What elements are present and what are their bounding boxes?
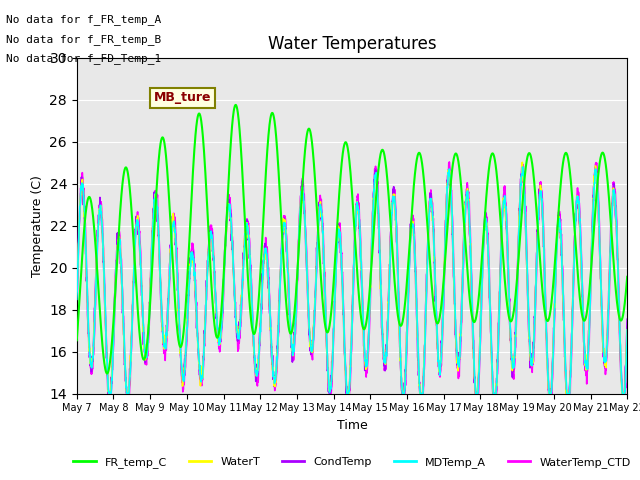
CondTemp: [341, 353, 349, 359]
WaterTemp_CTD: [507, 340, 515, 346]
WaterT: [507, 336, 515, 342]
FR_temp_C: [608, 234, 616, 240]
X-axis label: Time: Time: [337, 419, 367, 432]
Text: No data for f_FR_temp_B: No data for f_FR_temp_B: [6, 34, 162, 45]
MDTemp_A: [341, 349, 349, 355]
Line: FR_temp_C: FR_temp_C: [77, 105, 627, 373]
WaterT: [608, 209, 616, 215]
WaterT: [607, 219, 615, 225]
FR_temp_C: [101, 364, 109, 370]
WaterT: [105, 391, 113, 396]
Line: MDTemp_A: MDTemp_A: [77, 167, 627, 394]
CondTemp: [623, 316, 631, 322]
MDTemp_A: [608, 216, 616, 221]
FR_temp_C: [103, 371, 111, 376]
WaterTemp_CTD: [326, 391, 334, 396]
WaterTemp_CTD: [445, 159, 453, 165]
WaterTemp_CTD: [608, 214, 616, 219]
MDTemp_A: [507, 328, 515, 334]
MDTemp_A: [607, 224, 615, 230]
CondTemp: [608, 206, 616, 212]
WaterT: [326, 384, 334, 390]
WaterTemp_CTD: [105, 391, 113, 396]
FR_temp_C: [607, 230, 615, 236]
MDTemp_A: [105, 391, 113, 396]
WaterT: [101, 300, 109, 305]
CondTemp: [607, 208, 615, 214]
WaterT: [73, 288, 81, 293]
Text: No data for f_FD_Temp_1: No data for f_FD_Temp_1: [6, 53, 162, 64]
MDTemp_A: [519, 164, 527, 170]
CondTemp: [326, 383, 334, 388]
Title: Water Temperatures: Water Temperatures: [268, 35, 436, 53]
Line: CondTemp: CondTemp: [77, 167, 627, 394]
Text: No data for f_FR_temp_A: No data for f_FR_temp_A: [6, 14, 162, 25]
FR_temp_C: [326, 317, 334, 323]
MDTemp_A: [623, 327, 631, 333]
FR_temp_C: [341, 140, 349, 146]
MDTemp_A: [101, 296, 109, 302]
WaterT: [341, 352, 349, 358]
MDTemp_A: [73, 297, 81, 302]
MDTemp_A: [326, 386, 334, 392]
Legend: FR_temp_C, WaterT, CondTemp, MDTemp_A, WaterTemp_CTD: FR_temp_C, WaterT, CondTemp, MDTemp_A, W…: [69, 453, 635, 473]
CondTemp: [507, 338, 515, 344]
FR_temp_C: [623, 274, 631, 280]
WaterTemp_CTD: [607, 217, 615, 223]
Y-axis label: Temperature (C): Temperature (C): [31, 175, 44, 276]
CondTemp: [104, 391, 112, 396]
WaterTemp_CTD: [623, 335, 631, 341]
WaterT: [518, 159, 526, 165]
WaterTemp_CTD: [341, 344, 349, 350]
FR_temp_C: [73, 337, 81, 343]
FR_temp_C: [507, 319, 515, 324]
CondTemp: [592, 164, 600, 170]
WaterTemp_CTD: [101, 290, 109, 296]
Line: WaterT: WaterT: [77, 162, 627, 394]
Line: WaterTemp_CTD: WaterTemp_CTD: [77, 162, 627, 394]
Text: MB_ture: MB_ture: [154, 91, 211, 104]
WaterT: [623, 327, 631, 333]
CondTemp: [101, 304, 109, 310]
CondTemp: [73, 289, 81, 295]
FR_temp_C: [232, 102, 239, 108]
WaterTemp_CTD: [73, 307, 81, 312]
